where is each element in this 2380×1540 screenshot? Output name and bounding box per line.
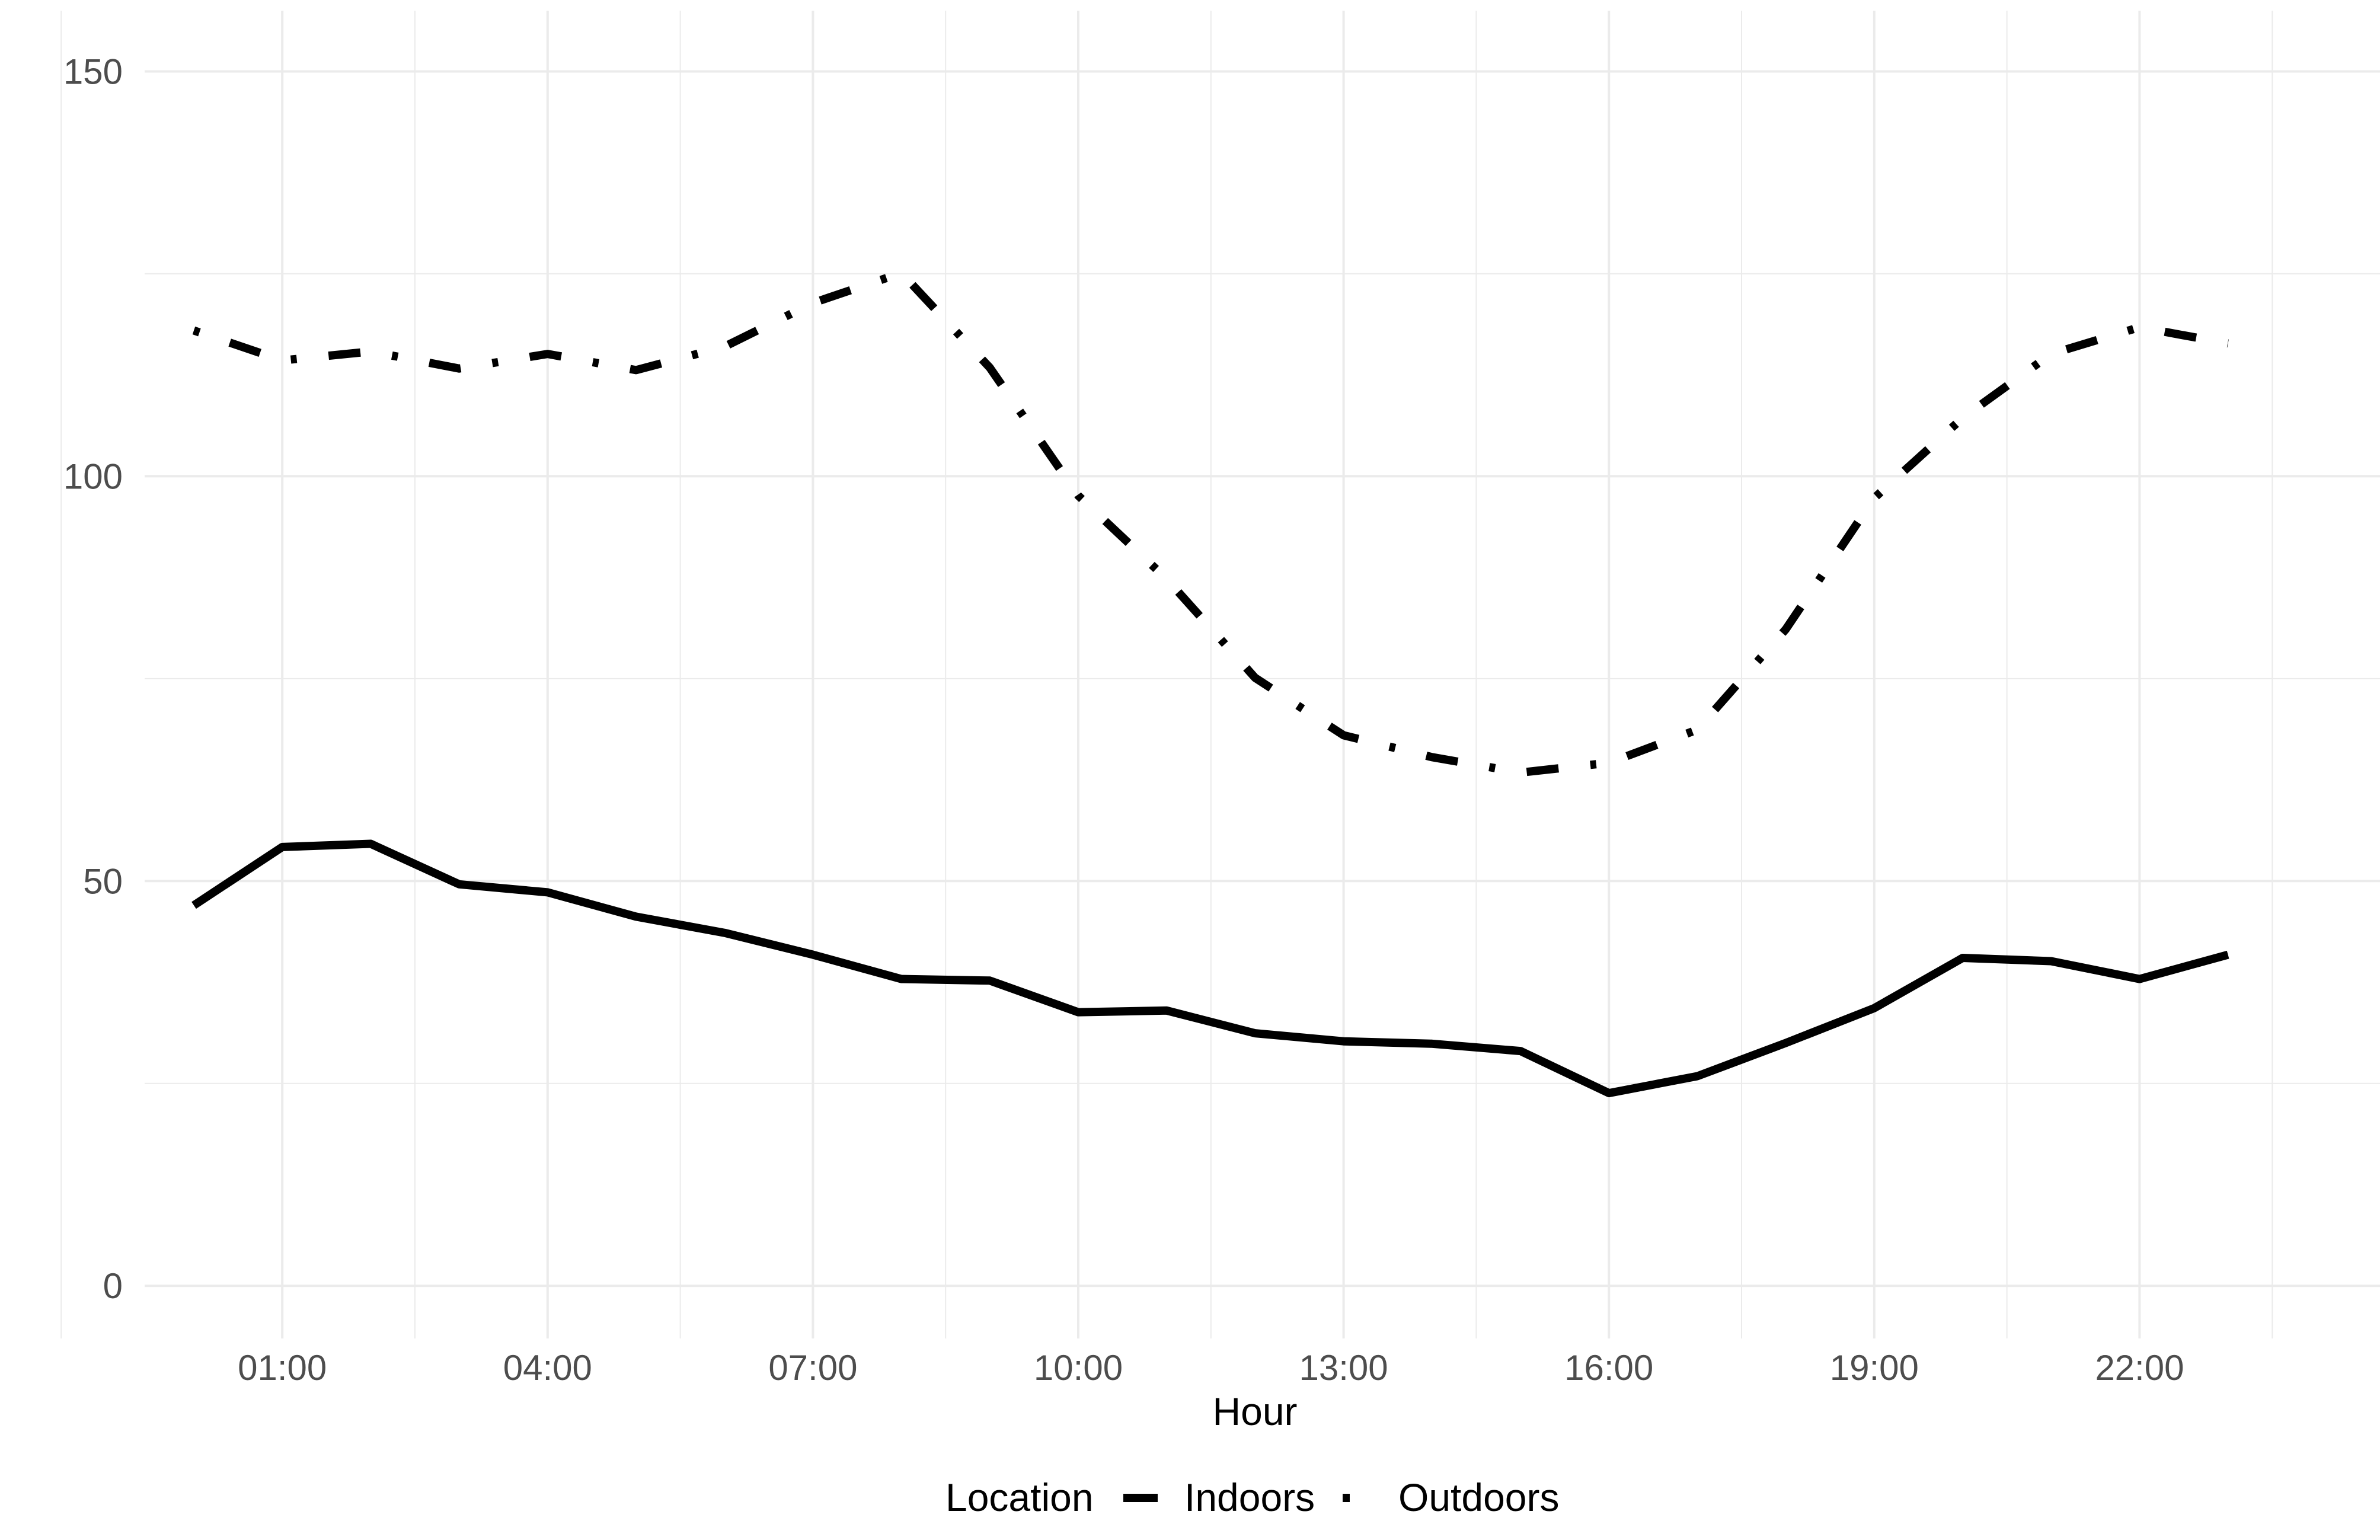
x-tick-label: 10:00 xyxy=(1034,1348,1123,1388)
x-tick-label: 16:00 xyxy=(1564,1348,1653,1388)
grid xyxy=(60,11,2380,1338)
x-tick-label: 04:00 xyxy=(503,1348,592,1388)
legend-label-indoors: Indoors xyxy=(1184,1475,1315,1519)
y-axis-ticks: 0 50 100 150 xyxy=(63,52,123,1306)
y-tick-label: 50 xyxy=(83,861,123,901)
y-tick-label: 150 xyxy=(63,52,123,91)
legend: Location Indoors Outdoors xyxy=(945,1475,1559,1519)
x-tick-label: 22:00 xyxy=(2095,1348,2184,1388)
x-tick-label: 01:00 xyxy=(238,1348,327,1388)
x-axis-title: Hour xyxy=(1212,1389,1297,1433)
x-tick-label: 07:00 xyxy=(768,1348,857,1388)
legend-title: Location xyxy=(945,1475,1094,1519)
series-line-indoors xyxy=(191,839,2229,1098)
y-tick-label: 100 xyxy=(63,456,123,496)
x-axis-ticks: 01:00 04:00 07:00 10:00 13:00 16:00 19:00 22:00 xyxy=(238,1348,2184,1388)
x-tick-label: 13:00 xyxy=(1299,1348,1388,1388)
x-tick-label: 19:00 xyxy=(1830,1348,1919,1388)
series-line-outdoors xyxy=(192,269,2229,777)
series-lines xyxy=(191,269,2229,1098)
y-tick-label: 0 xyxy=(103,1266,123,1306)
legend-label-outdoors: Outdoors xyxy=(1398,1475,1559,1519)
